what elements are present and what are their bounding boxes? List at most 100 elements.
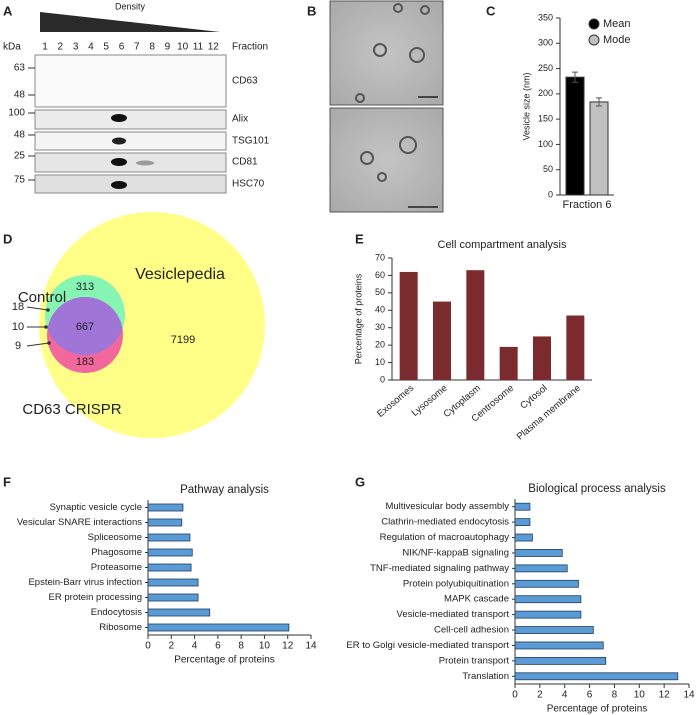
x-tick-label: Exosomes xyxy=(375,383,416,420)
y-tick-label: Vesicular SNARE interactions xyxy=(17,517,142,528)
y-tick-label: Endocytosis xyxy=(91,607,142,618)
panel-label: G xyxy=(355,474,365,489)
bar xyxy=(533,336,551,380)
bar xyxy=(514,656,607,665)
bar xyxy=(514,564,568,573)
x-tick-label: 2 xyxy=(537,690,543,701)
y-tick-label: 20 xyxy=(375,340,385,350)
legend-label: Mean xyxy=(603,18,631,30)
band-label: CD81 xyxy=(232,157,258,168)
bar xyxy=(147,533,191,542)
x-tick-label: 14 xyxy=(683,690,695,701)
fraction-number: 11 xyxy=(193,42,204,53)
band-label: TSG101 xyxy=(232,136,270,147)
band-label: HSC70 xyxy=(232,179,265,190)
y-tick-label: Cell-cell adhesion xyxy=(434,625,509,636)
bar xyxy=(147,563,192,572)
blot-strip xyxy=(34,54,227,108)
x-tick-label: Cytosol xyxy=(518,383,549,412)
y-tick-label: 350 xyxy=(538,12,553,22)
blot-band xyxy=(111,181,127,189)
fraction-number: 4 xyxy=(88,42,94,53)
kda-marker: 48 xyxy=(14,90,26,101)
x-tick-label: 14 xyxy=(305,641,317,652)
y-tick-label: 0 xyxy=(548,189,553,199)
blot-band xyxy=(111,158,127,166)
y-tick-label: 250 xyxy=(538,63,553,73)
kda-marker: 100 xyxy=(8,108,25,119)
x-tick-label: 8 xyxy=(612,690,618,701)
y-tick-label: 10 xyxy=(375,357,385,367)
chart-title: Cell compartment analysis xyxy=(438,239,567,251)
y-tick-label: 50 xyxy=(375,287,385,297)
y-tick-label: 70 xyxy=(375,252,385,262)
bar xyxy=(147,548,193,557)
y-tick-label: Protein polyubiquitination xyxy=(403,578,509,589)
venn-pointer-dots xyxy=(44,308,51,345)
y-tick-label: Regulation of macroautophagy xyxy=(380,532,510,543)
x-tick-label: 4 xyxy=(192,641,198,652)
venn-count: 313 xyxy=(76,281,94,293)
bar xyxy=(147,593,199,602)
y-tick-label: 50 xyxy=(543,164,553,174)
y-tick-label: Spliceosome xyxy=(88,532,142,543)
bar xyxy=(147,623,290,632)
bar xyxy=(499,346,518,380)
fraction-number: 8 xyxy=(149,42,155,53)
fraction-number: 1 xyxy=(42,42,48,53)
bar xyxy=(514,518,531,527)
venn-count: 10 xyxy=(12,321,24,333)
micrograph xyxy=(329,107,444,213)
y-tick-label: Proteasome xyxy=(91,562,142,573)
bar xyxy=(589,101,609,196)
bar xyxy=(433,301,451,380)
y-tick-label: NIK/NF-kappaB signaling xyxy=(402,547,509,558)
y-tick-label: Synaptic vesicle cycle xyxy=(50,502,142,513)
venn-pointers xyxy=(26,306,50,347)
fraction-number: 6 xyxy=(119,42,125,53)
x-tick-label: 6 xyxy=(587,690,593,701)
y-tick-label: Ribosome xyxy=(99,622,142,633)
y-tick-label: Translation xyxy=(462,671,509,682)
y-tick-label: Clathrin-mediated endocytosis xyxy=(381,517,509,528)
x-tick-label: 0 xyxy=(145,641,151,652)
chart-title: Pathway analysis xyxy=(180,484,269,496)
x-tick-label: 0 xyxy=(512,690,518,701)
x-tick-label: 6 xyxy=(215,641,221,652)
micrograph xyxy=(329,0,444,106)
panel-label: E xyxy=(355,231,364,246)
error-bar xyxy=(596,97,602,107)
y-tick-label: 0 xyxy=(380,374,385,384)
kda-label: kDa xyxy=(3,42,21,53)
bar xyxy=(147,578,199,587)
y-tick-label: Epstein-Barr virus infection xyxy=(28,577,142,588)
bar xyxy=(466,270,485,380)
bar xyxy=(399,271,418,380)
x-tick-label: 10 xyxy=(634,690,646,701)
panel-label: D xyxy=(3,231,12,246)
kda-marker: 63 xyxy=(14,63,26,74)
fraction-number: 12 xyxy=(208,42,220,53)
y-tick-label: TNF-mediated signaling pathway xyxy=(370,563,509,574)
blot-strip xyxy=(34,109,227,130)
venn-count: 667 xyxy=(76,321,94,333)
bar xyxy=(147,518,183,527)
bar xyxy=(514,502,531,511)
x-tick-label: 2 xyxy=(169,641,175,652)
x-tick-label: 8 xyxy=(238,641,244,652)
fraction-number: 5 xyxy=(103,42,109,53)
error-bar xyxy=(572,71,578,83)
venn-count: 7199 xyxy=(171,334,195,346)
kda-marker: 75 xyxy=(14,175,26,186)
panel-label: B xyxy=(307,3,316,18)
blot-band xyxy=(112,137,126,145)
bar xyxy=(147,503,184,512)
y-tick-label: ER to Golgi vesicle-mediated transport xyxy=(346,640,509,651)
venn-vesiclepedia xyxy=(39,212,265,438)
bar xyxy=(514,533,533,542)
bar xyxy=(514,595,582,604)
bar xyxy=(514,626,594,634)
bar xyxy=(514,641,604,650)
legend-label: Mode xyxy=(603,34,631,46)
y-tick-label: 300 xyxy=(538,38,553,48)
